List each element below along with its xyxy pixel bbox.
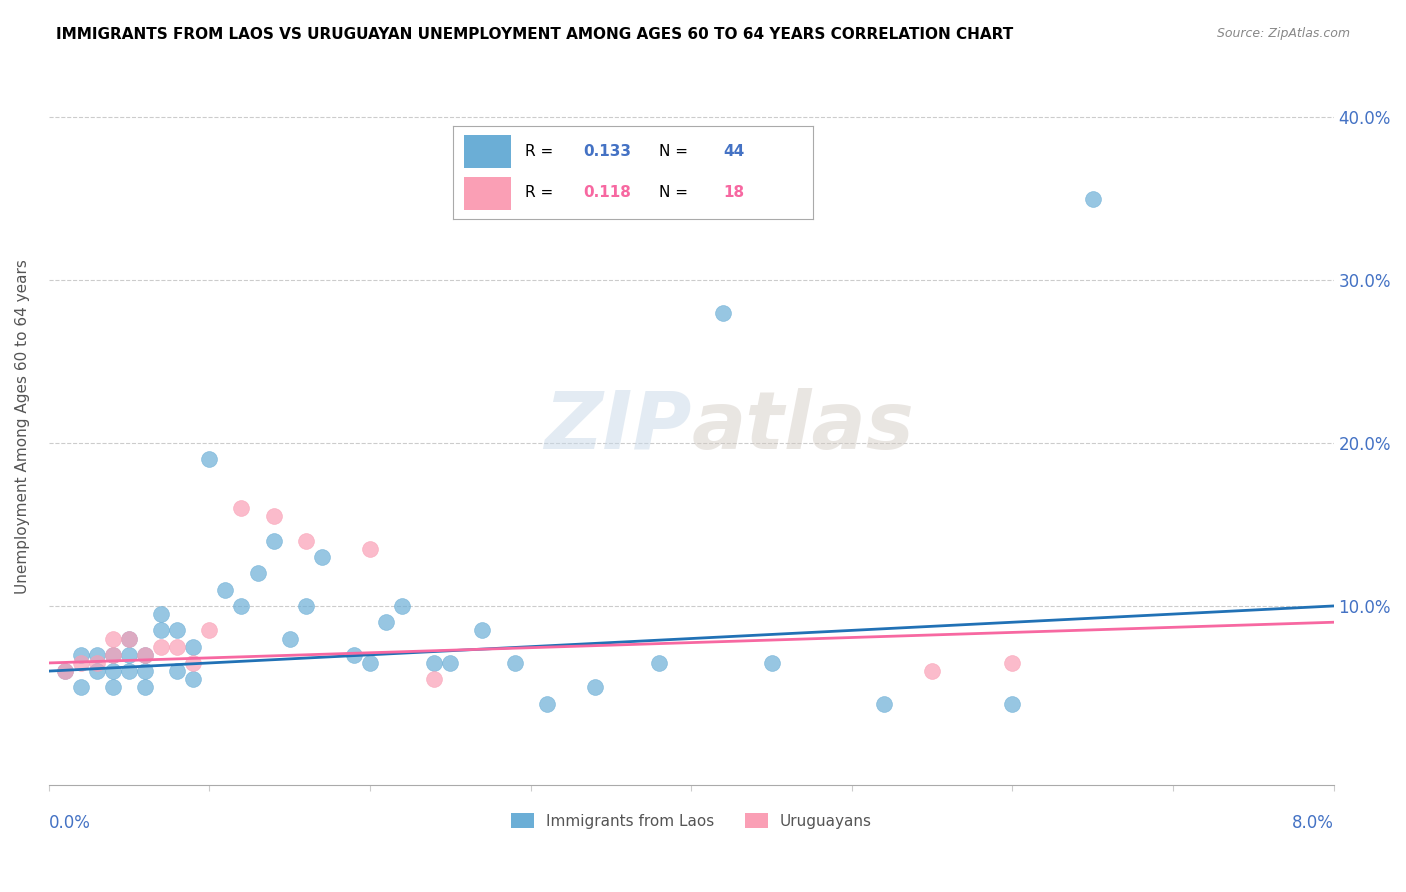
Point [86, 656, 108, 670]
Text: Source: ZipAtlas.com: Source: ZipAtlas.com [1216, 27, 1350, 40]
Point [166, 624, 188, 638]
Point [134, 648, 156, 662]
Point [375, 615, 398, 630]
Point [86, 648, 108, 662]
Point [181, 640, 204, 654]
Point [294, 599, 316, 613]
Point [439, 656, 461, 670]
Point [181, 672, 204, 686]
Point [134, 648, 156, 662]
Point [118, 648, 141, 662]
Point [263, 509, 285, 524]
Point [198, 624, 221, 638]
Point [359, 656, 381, 670]
Point [118, 632, 141, 646]
Point [503, 656, 526, 670]
Point [118, 632, 141, 646]
Point [1001, 697, 1024, 711]
Point [359, 541, 381, 556]
Point [101, 648, 124, 662]
Point [198, 452, 221, 467]
Point [231, 599, 253, 613]
Point [423, 672, 446, 686]
Point [278, 632, 301, 646]
Point [1081, 192, 1104, 206]
Point [86, 664, 108, 678]
Legend: Immigrants from Laos, Uruguayans: Immigrants from Laos, Uruguayans [505, 806, 877, 835]
Point [1001, 656, 1024, 670]
Text: IMMIGRANTS FROM LAOS VS URUGUAYAN UNEMPLOYMENT AMONG AGES 60 TO 64 YEARS CORRELA: IMMIGRANTS FROM LAOS VS URUGUAYAN UNEMPL… [56, 27, 1014, 42]
Point [471, 624, 494, 638]
Point [150, 640, 173, 654]
Point [343, 648, 366, 662]
Text: atlas: atlas [692, 388, 914, 466]
Point [181, 656, 204, 670]
Point [921, 664, 943, 678]
Point [101, 632, 124, 646]
Point [166, 664, 188, 678]
Text: ZIP: ZIP [544, 388, 692, 466]
Point [536, 697, 558, 711]
Point [70, 681, 93, 695]
Point [761, 656, 783, 670]
Point [873, 697, 896, 711]
Point [166, 640, 188, 654]
Point [246, 566, 269, 581]
Point [101, 664, 124, 678]
Point [101, 648, 124, 662]
Point [101, 681, 124, 695]
Text: 0.0%: 0.0% [49, 814, 90, 831]
Point [214, 582, 236, 597]
Text: 8.0%: 8.0% [1292, 814, 1334, 831]
Point [53, 664, 76, 678]
Point [134, 681, 156, 695]
Point [648, 656, 671, 670]
Point [311, 550, 333, 565]
Point [70, 656, 93, 670]
Point [150, 624, 173, 638]
Point [231, 501, 253, 516]
Point [423, 656, 446, 670]
Point [134, 664, 156, 678]
Point [263, 533, 285, 548]
Point [294, 533, 316, 548]
Point [583, 681, 606, 695]
Point [391, 599, 413, 613]
Point [70, 648, 93, 662]
Point [150, 607, 173, 621]
Point [711, 306, 734, 320]
Point [118, 664, 141, 678]
Y-axis label: Unemployment Among Ages 60 to 64 years: Unemployment Among Ages 60 to 64 years [15, 260, 30, 594]
Point [53, 664, 76, 678]
